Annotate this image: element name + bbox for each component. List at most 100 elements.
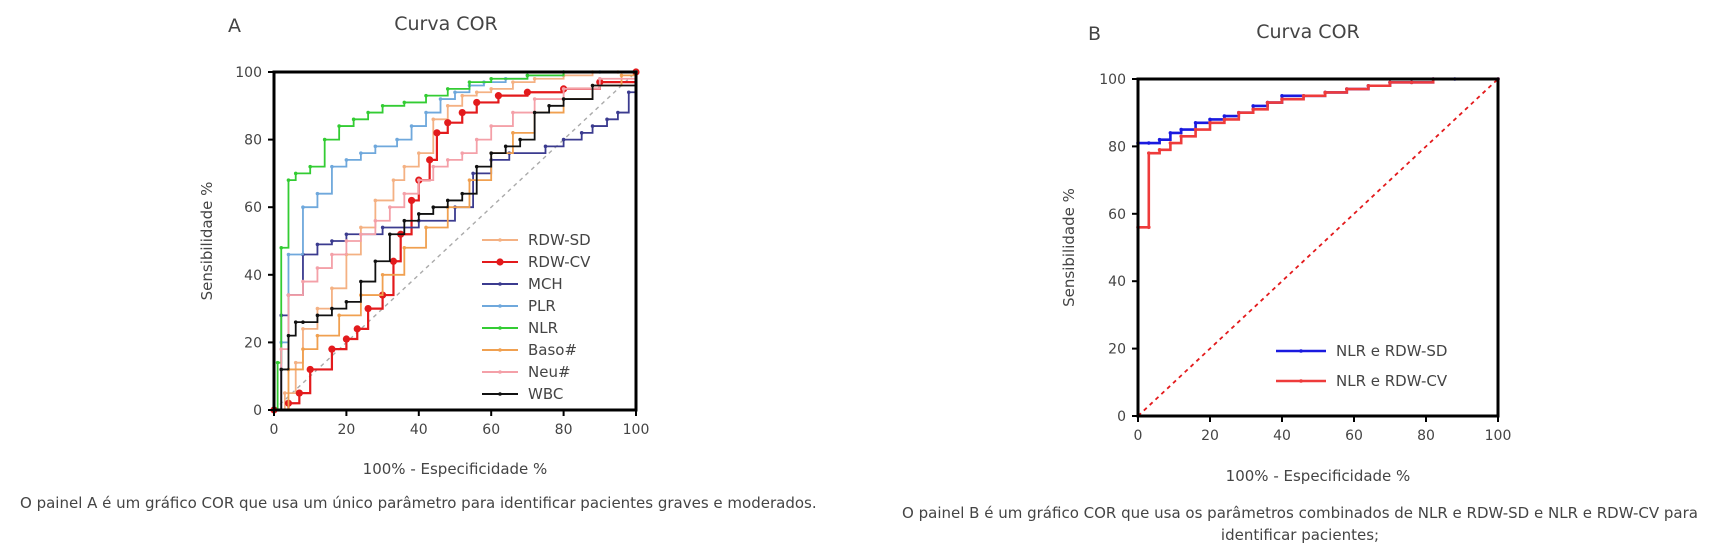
data-point bbox=[431, 205, 436, 209]
data-point bbox=[1388, 80, 1392, 85]
data-point bbox=[460, 151, 465, 155]
legend-label: PLR bbox=[528, 297, 556, 315]
data-point bbox=[315, 242, 320, 247]
data-point bbox=[1208, 121, 1212, 125]
reference-line bbox=[273, 71, 637, 411]
data-point bbox=[402, 164, 407, 169]
data-point bbox=[301, 205, 305, 209]
data-point bbox=[402, 245, 407, 250]
series-line bbox=[274, 72, 637, 411]
data-point bbox=[424, 110, 428, 115]
data-point bbox=[373, 144, 378, 149]
data-point bbox=[301, 320, 305, 324]
legend-label: MCH bbox=[528, 275, 563, 293]
data-point bbox=[308, 164, 313, 169]
data-point bbox=[315, 306, 320, 311]
data-point bbox=[561, 87, 566, 91]
data-point bbox=[561, 137, 566, 142]
data-point bbox=[433, 129, 441, 137]
x-tick-label: 20 bbox=[1201, 428, 1219, 444]
data-point bbox=[286, 252, 291, 257]
data-point bbox=[366, 110, 370, 115]
data-point bbox=[474, 164, 479, 169]
data-point bbox=[1301, 94, 1306, 98]
data-point bbox=[315, 266, 320, 270]
data-point bbox=[1222, 117, 1227, 122]
y-tick-label: 0 bbox=[253, 403, 262, 419]
data-point bbox=[344, 158, 349, 162]
y-tick-label: 40 bbox=[244, 268, 262, 284]
data-point bbox=[1168, 141, 1173, 145]
data-point bbox=[605, 117, 609, 122]
data-point bbox=[1193, 121, 1198, 125]
data-point bbox=[402, 191, 407, 196]
legend-marker bbox=[498, 348, 502, 352]
data-point bbox=[1251, 107, 1255, 112]
legend-marker bbox=[498, 282, 502, 286]
x-tick-label: 60 bbox=[1345, 428, 1363, 444]
legend-marker bbox=[498, 238, 502, 242]
data-point bbox=[489, 151, 494, 155]
data-point bbox=[489, 124, 494, 128]
data-point bbox=[444, 119, 452, 127]
x-tick-label: 40 bbox=[1273, 428, 1291, 444]
data-point bbox=[279, 367, 284, 372]
data-point bbox=[353, 325, 361, 333]
data-point bbox=[489, 87, 494, 91]
data-point bbox=[424, 225, 428, 230]
data-point bbox=[373, 218, 378, 223]
data-point bbox=[458, 108, 466, 117]
data-point bbox=[364, 305, 372, 313]
y-tick-label: 100 bbox=[235, 65, 262, 81]
plot-frame bbox=[1136, 77, 1500, 418]
data-point bbox=[330, 286, 334, 291]
data-point bbox=[511, 80, 515, 84]
caption-panel-a: O painel A é um gráfico COR que usa um ú… bbox=[20, 494, 817, 512]
legend-item: NLR bbox=[482, 319, 558, 337]
legend-marker bbox=[1299, 349, 1303, 353]
data-point bbox=[438, 97, 443, 101]
legend-marker bbox=[498, 304, 502, 308]
legend-label: NLR bbox=[528, 319, 558, 337]
legend-label: Baso# bbox=[528, 341, 577, 359]
x-tick-label: 60 bbox=[482, 422, 500, 438]
data-point bbox=[388, 205, 392, 209]
data-point bbox=[322, 137, 327, 142]
data-point bbox=[445, 198, 450, 203]
panel-a: A Curva COR 0 20 40 60 80 100 0 20 40 60 80 100 100% -… bbox=[198, 13, 649, 478]
y-tick-label: 20 bbox=[244, 335, 262, 351]
data-point bbox=[511, 110, 515, 115]
data-point bbox=[330, 252, 334, 257]
data-point bbox=[431, 164, 436, 169]
panel-label: A bbox=[228, 15, 241, 37]
data-point bbox=[359, 151, 363, 155]
data-point bbox=[460, 93, 465, 98]
reference-line bbox=[1137, 78, 1499, 417]
legend-marker bbox=[496, 258, 504, 266]
data-point bbox=[445, 87, 450, 91]
data-point bbox=[1280, 97, 1284, 102]
data-point bbox=[1147, 225, 1151, 230]
data-point bbox=[445, 158, 450, 162]
x-axis-label: 100% - Especificidade % bbox=[1226, 467, 1411, 485]
data-point bbox=[619, 73, 624, 78]
data-point bbox=[503, 144, 508, 149]
y-tick-label: 0 bbox=[1117, 409, 1126, 425]
data-point bbox=[1208, 117, 1212, 122]
legend-item: NLR e RDW-SD bbox=[1276, 342, 1447, 360]
data-point bbox=[380, 104, 385, 108]
data-point bbox=[337, 124, 341, 128]
data-point bbox=[286, 293, 291, 297]
data-point bbox=[315, 333, 320, 338]
y-axis-label: Sensibilidade % bbox=[198, 182, 216, 301]
data-point bbox=[532, 97, 537, 101]
data-point bbox=[616, 110, 620, 115]
data-point bbox=[330, 164, 334, 169]
legend-label: WBC bbox=[528, 385, 563, 403]
data-point bbox=[391, 178, 396, 182]
x-tick-label: 100 bbox=[623, 422, 650, 438]
x-tick-label: 40 bbox=[410, 422, 428, 438]
data-point bbox=[1366, 83, 1371, 88]
legend-marker bbox=[498, 392, 502, 396]
data-point bbox=[424, 93, 428, 98]
